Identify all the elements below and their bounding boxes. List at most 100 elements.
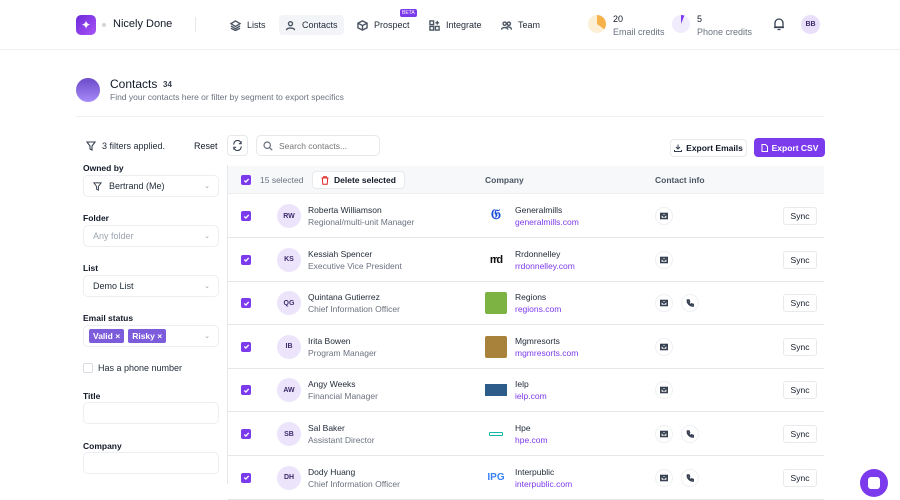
company-domain-link[interactable]: regions.com bbox=[515, 304, 562, 315]
close-icon[interactable]: × bbox=[115, 331, 121, 341]
email-credits-count: 20 bbox=[613, 14, 624, 24]
email-button[interactable] bbox=[655, 337, 673, 356]
chat-widget-button[interactable] bbox=[860, 469, 888, 497]
owned-by-label: Owned by bbox=[83, 163, 124, 173]
search-input[interactable] bbox=[279, 140, 369, 151]
column-contact-info[interactable]: Contact info bbox=[655, 175, 705, 185]
sync-button[interactable]: Sync bbox=[783, 468, 817, 487]
phone-icon bbox=[686, 430, 694, 438]
company-domain-link[interactable]: generalmills.com bbox=[515, 217, 579, 227]
folder-select[interactable]: Any folder ⌄ bbox=[83, 225, 219, 247]
mail-icon bbox=[660, 430, 668, 438]
has-phone-checkbox[interactable] bbox=[83, 363, 93, 373]
reset-filters-button[interactable]: Reset bbox=[194, 141, 218, 151]
table-row[interactable]: IB Irita Bowen Program Manager Mgmresort… bbox=[228, 326, 824, 369]
nav-prospect[interactable]: Prospect bbox=[351, 15, 416, 35]
app-logo[interactable]: ✦ bbox=[76, 15, 96, 35]
list-select[interactable]: Demo List ⌄ bbox=[83, 275, 219, 297]
phone-button[interactable] bbox=[681, 468, 699, 487]
layers-icon bbox=[230, 19, 241, 31]
email-button[interactable] bbox=[655, 425, 673, 443]
sync-button[interactable]: Sync bbox=[783, 294, 817, 313]
row-checkbox[interactable] bbox=[241, 211, 251, 221]
contact-title: Chief Information Officer bbox=[308, 304, 400, 315]
export-csv-button[interactable]: Export CSV bbox=[754, 138, 825, 157]
trash-icon bbox=[321, 175, 329, 185]
email-button[interactable] bbox=[655, 294, 673, 313]
nav-contacts[interactable]: Contacts bbox=[279, 15, 344, 35]
chevron-down-icon: ⌄ bbox=[204, 183, 210, 190]
table-row[interactable]: AW Angy Weeks Financial Manager Ielp iel… bbox=[228, 369, 824, 413]
company-domain-link[interactable]: mgmresorts.com bbox=[515, 347, 579, 358]
refresh-button[interactable] bbox=[227, 135, 248, 156]
row-checkbox[interactable] bbox=[241, 429, 251, 439]
refresh-icon bbox=[233, 140, 242, 151]
phone-button[interactable] bbox=[681, 294, 699, 313]
table-row[interactable]: QG Quintana Gutierrez Chief Information … bbox=[228, 282, 824, 326]
nav-integrate[interactable]: Integrate bbox=[423, 15, 488, 35]
contact-name[interactable]: Sal Baker bbox=[308, 423, 345, 433]
contact-name[interactable]: Irita Bowen bbox=[308, 335, 351, 346]
email-status-select[interactable]: Valid × Risky × ⌄ bbox=[83, 325, 219, 347]
row-checkbox[interactable] bbox=[241, 472, 251, 483]
row-checkbox[interactable] bbox=[241, 341, 251, 352]
page-title: Contacts bbox=[110, 77, 158, 91]
sync-button[interactable]: Sync bbox=[783, 207, 817, 225]
workspace-name[interactable]: Nicely Done bbox=[113, 18, 173, 30]
close-icon[interactable]: × bbox=[157, 331, 163, 341]
tag-risky[interactable]: Risky × bbox=[128, 329, 167, 343]
contact-name[interactable]: Roberta Williamson bbox=[308, 205, 382, 215]
export-emails-button[interactable]: Export Emails bbox=[670, 139, 747, 157]
contacts-avatar bbox=[76, 78, 100, 102]
sync-button[interactable]: Sync bbox=[783, 381, 817, 400]
company-name: Ielp bbox=[515, 379, 529, 390]
divider bbox=[76, 116, 824, 117]
row-checkbox[interactable] bbox=[241, 254, 251, 265]
sync-button[interactable]: Sync bbox=[783, 425, 817, 443]
contact-avatar: RW bbox=[277, 204, 301, 228]
table-row[interactable]: KS Kessiah Spencer Executive Vice Presid… bbox=[228, 239, 824, 282]
sync-button[interactable]: Sync bbox=[783, 337, 817, 356]
email-button[interactable] bbox=[655, 250, 673, 269]
company-domain-link[interactable]: ielp.com bbox=[515, 391, 547, 402]
contact-name[interactable]: Quintana Gutierrez bbox=[308, 292, 380, 303]
email-button[interactable] bbox=[655, 381, 673, 400]
title-input[interactable] bbox=[83, 402, 219, 424]
row-checkbox[interactable] bbox=[241, 298, 251, 309]
chevron-down-icon: ⌄ bbox=[204, 333, 210, 340]
table-header: 15 selected Delete selected Company Cont… bbox=[228, 166, 824, 194]
title-label: Title bbox=[83, 391, 101, 401]
table-row[interactable]: DH Dody Huang Chief Information Officer … bbox=[228, 457, 824, 500]
owned-by-select[interactable]: Bertrand (Me) ⌄ bbox=[83, 175, 219, 197]
nav-label: Team bbox=[518, 20, 541, 30]
table-row[interactable]: RW Roberta Williamson Regional/multi-uni… bbox=[228, 195, 824, 238]
user-avatar[interactable]: BB bbox=[801, 15, 820, 34]
contact-title: Executive Vice President bbox=[308, 260, 402, 271]
contact-name[interactable]: Kessiah Spencer bbox=[308, 248, 373, 259]
search-box[interactable] bbox=[256, 135, 380, 156]
nav-lists[interactable]: Lists bbox=[224, 15, 272, 35]
company-domain-link[interactable]: rrdonnelley.com bbox=[515, 260, 575, 271]
nav-team[interactable]: Team bbox=[495, 15, 546, 35]
bell-icon[interactable] bbox=[772, 17, 786, 31]
sync-button[interactable]: Sync bbox=[783, 250, 817, 269]
email-button[interactable] bbox=[655, 468, 673, 487]
email-button[interactable] bbox=[655, 207, 673, 225]
column-company[interactable]: Company bbox=[485, 175, 524, 185]
check-icon bbox=[243, 388, 249, 393]
phone-button[interactable] bbox=[681, 425, 699, 443]
company-domain-link[interactable]: hpe.com bbox=[515, 435, 548, 445]
tag-valid[interactable]: Valid × bbox=[89, 329, 125, 343]
table-row[interactable]: SB Sal Baker Assistant Director Hpe hpe.… bbox=[228, 413, 824, 456]
company-logo-icon bbox=[485, 292, 507, 315]
contact-name[interactable]: Dody Huang bbox=[308, 466, 356, 477]
contact-avatar: IB bbox=[277, 334, 301, 359]
delete-selected-button[interactable]: Delete selected bbox=[312, 171, 405, 189]
contact-avatar: KS bbox=[277, 247, 301, 272]
select-all-checkbox[interactable] bbox=[241, 175, 251, 185]
tag-label: Risky bbox=[132, 331, 155, 341]
company-input[interactable] bbox=[83, 452, 219, 474]
row-checkbox[interactable] bbox=[241, 385, 251, 396]
contact-name[interactable]: Angy Weeks bbox=[308, 379, 356, 390]
file-icon bbox=[761, 143, 768, 152]
